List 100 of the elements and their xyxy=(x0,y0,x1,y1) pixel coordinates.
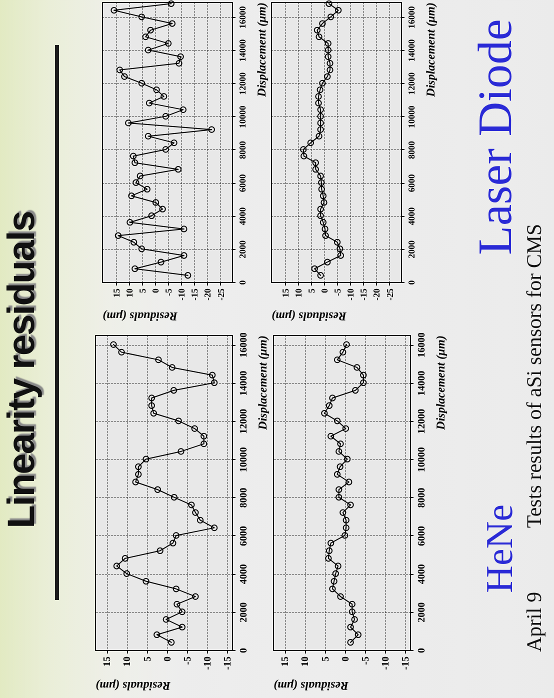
point xyxy=(148,394,155,402)
point xyxy=(122,555,128,562)
point xyxy=(327,14,334,20)
x-tick-label: -5 xyxy=(332,288,343,296)
y-tick-label: 4000 xyxy=(238,206,248,226)
point xyxy=(162,112,170,120)
point xyxy=(159,206,166,212)
x-tick-label: 0 xyxy=(319,288,330,293)
point xyxy=(318,186,325,193)
point xyxy=(307,140,314,146)
point xyxy=(155,356,162,364)
text: Tests results of aSi sensors for CMS xyxy=(522,224,546,528)
text: HeNe xyxy=(479,504,521,593)
x-tick-label: -25 xyxy=(384,288,395,300)
x-tick-label: 5 xyxy=(320,656,332,662)
point xyxy=(324,73,331,80)
point xyxy=(317,120,324,126)
point xyxy=(178,608,186,616)
point xyxy=(317,172,324,180)
x-tick-label: -10 xyxy=(380,656,392,670)
point xyxy=(200,440,208,448)
point xyxy=(158,258,164,266)
point xyxy=(334,471,341,478)
point xyxy=(132,159,138,166)
point xyxy=(316,33,322,40)
point xyxy=(319,20,326,27)
y-tick-label: 0 xyxy=(238,648,250,653)
point xyxy=(311,265,318,272)
point xyxy=(337,593,344,600)
x-tick-label: -15 xyxy=(190,288,200,300)
point xyxy=(168,20,176,27)
point xyxy=(334,562,342,570)
point xyxy=(126,219,134,226)
y-tick-label: 6000 xyxy=(238,174,248,192)
y-tick-label: 16000 xyxy=(238,6,248,29)
y-tick-label: 4000 xyxy=(416,564,428,584)
point xyxy=(147,26,154,34)
y-tick-label: 14000 xyxy=(238,38,248,62)
point xyxy=(154,486,161,493)
point xyxy=(118,348,125,356)
point xyxy=(340,509,346,516)
point xyxy=(332,570,339,577)
y-axis-title: Displacement (μm) xyxy=(434,336,448,431)
point xyxy=(322,232,329,239)
x-tick-label: 0 xyxy=(162,656,174,662)
point xyxy=(142,456,150,462)
x-tick-label: -10 xyxy=(176,288,187,300)
point xyxy=(208,372,216,378)
text: Laser Diode xyxy=(469,19,522,255)
point xyxy=(123,570,130,577)
point xyxy=(114,232,122,239)
y-tick-label: 6000 xyxy=(406,174,416,192)
y-tick-label: 16000 xyxy=(416,332,428,358)
point xyxy=(317,106,324,114)
x-axis-title: Residuals (μm) xyxy=(96,678,172,693)
point xyxy=(176,60,182,67)
x-tick-label: -20 xyxy=(372,288,382,300)
point xyxy=(326,60,334,67)
x-tick-label: -15 xyxy=(400,656,412,670)
point xyxy=(172,532,180,539)
point xyxy=(138,14,146,20)
point xyxy=(337,440,344,448)
point xyxy=(170,387,178,394)
x-tick-label: 5 xyxy=(142,656,154,662)
point xyxy=(135,471,142,478)
point xyxy=(344,456,351,462)
point xyxy=(200,432,208,440)
point xyxy=(328,540,334,546)
point xyxy=(334,356,341,364)
point xyxy=(160,93,168,100)
y-tick-label: 8000 xyxy=(416,488,428,508)
x-tick-label: 15 xyxy=(280,288,290,298)
point xyxy=(153,86,160,94)
x-tick-label: -5 xyxy=(360,656,372,665)
y-tick-label: 2000 xyxy=(416,602,428,622)
x-tick-label: 15 xyxy=(111,288,122,298)
point xyxy=(334,238,341,246)
point xyxy=(326,547,333,554)
point xyxy=(138,80,146,87)
point xyxy=(342,524,350,532)
point xyxy=(319,80,326,87)
point xyxy=(335,6,342,14)
y-tick-label: 4000 xyxy=(406,206,416,226)
point xyxy=(196,516,204,524)
point xyxy=(347,502,354,508)
point xyxy=(132,478,139,486)
x-tick-label: 10 xyxy=(293,288,304,298)
point xyxy=(191,425,198,432)
point xyxy=(162,146,170,153)
x-axis-title: Residuals (μm) xyxy=(102,309,179,324)
point xyxy=(334,418,341,424)
point xyxy=(156,547,164,554)
point xyxy=(130,238,138,246)
point xyxy=(342,532,348,539)
point xyxy=(164,40,172,47)
point xyxy=(336,246,344,252)
point xyxy=(148,212,155,220)
point xyxy=(180,252,188,259)
point xyxy=(360,379,367,386)
y-tick-label: 10000 xyxy=(238,447,250,472)
